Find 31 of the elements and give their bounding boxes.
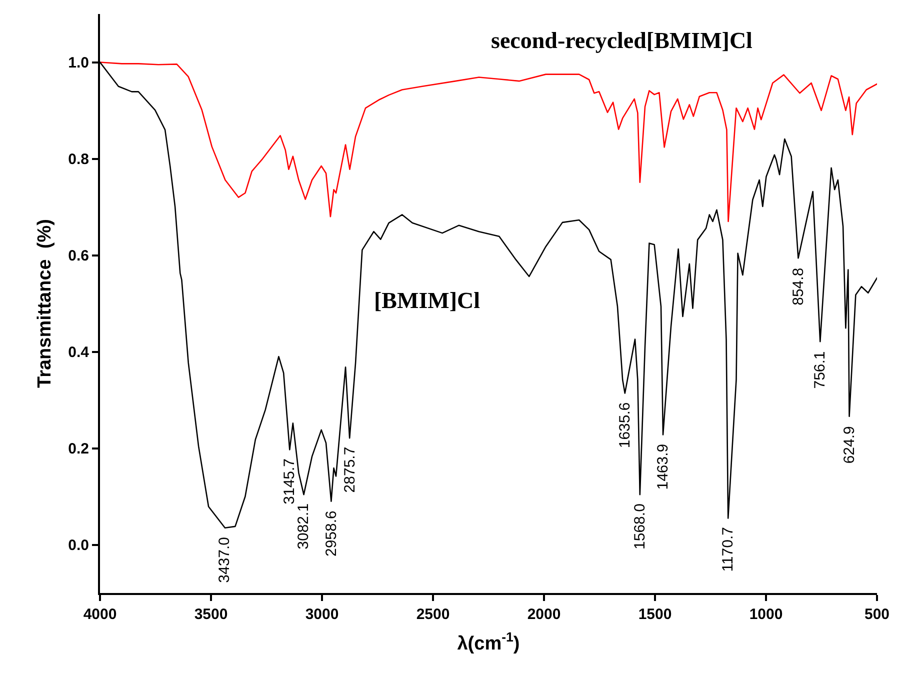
annotation: 854.8: [790, 268, 808, 306]
x-tick-label: 1500: [638, 606, 672, 623]
line-series: [100, 62, 877, 222]
x-tick-label: 4000: [83, 606, 117, 623]
x-tick-label: 500: [864, 606, 890, 623]
x-axis-title: λ(cm$^{-1}$): [457, 629, 520, 654]
x-tick-label: 1000: [749, 606, 783, 623]
annotation: 3145.7: [280, 458, 298, 504]
y-axis-title: Transmittance (%): [34, 219, 56, 388]
y-tick-label: 0.4: [68, 344, 90, 361]
annotation: 1635.6: [616, 402, 634, 448]
x-tick-label: 3000: [305, 606, 339, 623]
annotation: 1463.9: [654, 444, 672, 490]
y-tick-label: 0.0: [68, 537, 89, 554]
annotation: 3437.0: [216, 536, 234, 583]
annotation: 756.1: [812, 351, 829, 389]
y-tick-label: 0.6: [68, 248, 89, 264]
y-tick-label: 1.0: [68, 54, 89, 72]
annotation: 2958.6: [322, 510, 340, 557]
x-tick-label: 2000: [527, 606, 561, 623]
series-label: [BMIM]Cl: [374, 288, 480, 313]
x-tick-label: 2500: [416, 606, 450, 623]
x-tick-label: 3500: [194, 606, 228, 623]
annotation: 1568.0: [631, 504, 648, 550]
annotation: 1170.7: [719, 527, 736, 572]
annotation: 2875.7: [341, 446, 358, 493]
y-tick-label: 0.2: [68, 440, 89, 458]
y-tick-label: 0.8: [68, 151, 89, 168]
annotation: 3082.1: [295, 503, 312, 550]
series-label: second-recycled[BMIM]Cl: [491, 28, 752, 53]
annotation: 624.9: [840, 426, 858, 464]
